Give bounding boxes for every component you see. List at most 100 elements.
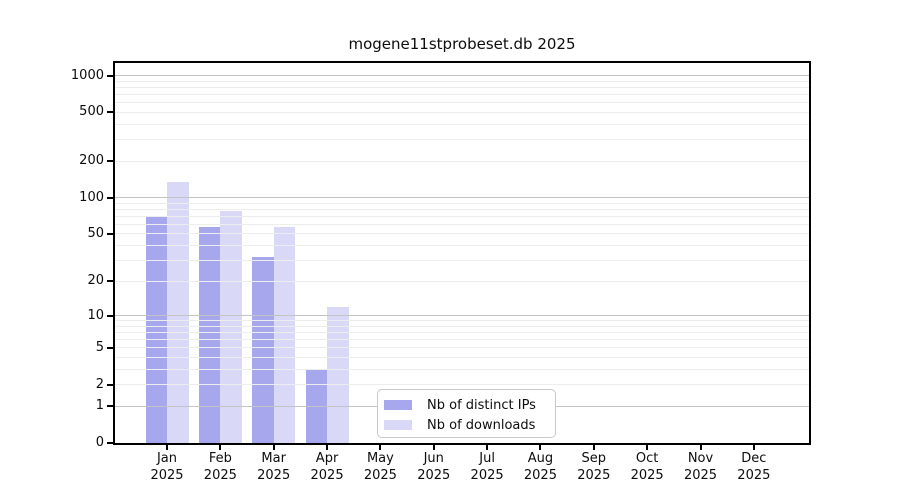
y-tick-label: 1 <box>95 398 104 414</box>
y-tick-mark <box>107 111 113 114</box>
x-tick-mark <box>326 445 329 450</box>
y-tick-mark <box>107 405 113 408</box>
minor-gridline <box>115 160 809 162</box>
legend-label: Nb of distinct IPs <box>427 397 536 413</box>
minor-gridline <box>115 325 809 327</box>
minor-gridline <box>115 102 809 104</box>
x-tick-month: Jun <box>423 451 444 466</box>
minor-gridline <box>115 208 809 210</box>
y-tick-label: 10 <box>87 307 104 323</box>
major-gridline <box>115 315 809 317</box>
y-tick-mark <box>107 196 113 199</box>
chart-title: mogene11stprobeset.db 2025 <box>348 35 576 53</box>
x-tick-month: Sep <box>581 451 607 466</box>
y-tick-label: 100 <box>79 189 104 205</box>
minor-gridline <box>115 233 809 235</box>
x-tick-label-may: May 2025 <box>348 451 412 484</box>
minor-gridline <box>115 245 809 247</box>
x-tick-mark <box>379 445 382 450</box>
x-tick-month: Jan <box>156 451 178 466</box>
x-tick-mark <box>592 445 595 450</box>
minor-gridline <box>115 280 809 282</box>
x-tick-mark <box>539 445 542 450</box>
y-tick-label: 2 <box>95 376 104 392</box>
x-tick-mark <box>486 445 489 450</box>
y-tick-mark <box>107 383 113 386</box>
x-tick-year: 2025 <box>683 467 718 483</box>
x-tick-mark <box>699 445 702 450</box>
x-tick-month: Apr <box>315 451 339 466</box>
bar-downloads-apr <box>327 306 349 443</box>
legend-swatch <box>384 400 412 410</box>
y-tick-mark <box>107 232 113 235</box>
minor-gridline <box>115 94 809 96</box>
x-tick-year: 2025 <box>470 467 504 483</box>
minor-gridline <box>115 80 809 82</box>
minor-gridline <box>115 202 809 204</box>
x-tick-mark <box>432 445 435 450</box>
minor-gridline <box>115 139 809 141</box>
minor-gridline <box>115 339 809 341</box>
minor-gridline <box>115 123 809 125</box>
minor-gridline <box>115 356 809 358</box>
x-tick-year: 2025 <box>737 467 771 483</box>
x-tick-mark <box>646 445 649 450</box>
y-tick-label: 5 <box>95 339 104 355</box>
x-tick-year: 2025 <box>310 467 344 483</box>
x-tick-label-jan: Jan 2025 <box>135 451 199 484</box>
minor-gridline <box>115 87 809 89</box>
x-tick-mark <box>272 445 275 450</box>
x-tick-label-sep: Sep 2025 <box>562 451 626 484</box>
x-tick-year: 2025 <box>150 467 184 483</box>
bar-downloads-feb <box>220 211 242 443</box>
x-tick-label-feb: Feb 2025 <box>188 451 252 484</box>
x-tick-label-oct: Oct 2025 <box>615 451 679 484</box>
minor-gridline <box>115 111 809 113</box>
y-tick-label: 50 <box>87 225 104 241</box>
x-tick-year: 2025 <box>630 467 664 483</box>
minor-gridline <box>115 259 809 261</box>
y-tick-mark <box>107 314 113 317</box>
legend-label: Nb of downloads <box>427 417 536 433</box>
x-tick-month: Nov <box>687 451 714 466</box>
x-tick-label-dec: Dec 2025 <box>722 451 786 484</box>
legend-item-downloads: Nb of downloads <box>384 415 555 435</box>
x-tick-month: Dec <box>741 451 767 466</box>
x-tick-year: 2025 <box>363 467 397 483</box>
x-tick-label-aug: Aug 2025 <box>508 451 572 484</box>
y-tick-mark <box>107 280 113 283</box>
y-tick-mark <box>107 346 113 349</box>
x-tick-label-nov: Nov 2025 <box>669 451 733 484</box>
legend: Nb of distinct IPs Nb of downloads <box>377 389 556 438</box>
y-tick-mark <box>107 160 113 163</box>
bar-distinct-ips-mar <box>252 257 274 443</box>
x-tick-label-apr: Apr 2025 <box>295 451 359 484</box>
legend-swatch <box>384 420 412 430</box>
x-tick-mark <box>219 445 222 450</box>
y-tick-mark <box>107 74 113 77</box>
x-tick-month: Feb <box>208 451 232 466</box>
minor-gridline <box>115 331 809 333</box>
major-gridline <box>115 197 809 199</box>
x-tick-month: May <box>366 451 394 466</box>
y-tick-label: 1000 <box>70 67 104 83</box>
minor-gridline <box>115 347 809 349</box>
plot-area <box>113 61 811 445</box>
y-tick-label: 500 <box>79 104 104 120</box>
x-tick-month: Mar <box>261 451 286 466</box>
x-tick-year: 2025 <box>257 467 291 483</box>
x-tick-month: Oct <box>635 451 659 466</box>
minor-gridline <box>115 215 809 217</box>
x-tick-month: Jul <box>479 451 495 466</box>
minor-gridline <box>115 320 809 322</box>
x-tick-year: 2025 <box>203 467 237 483</box>
bar-downloads-jan <box>167 181 189 443</box>
x-tick-year: 2025 <box>417 467 451 483</box>
x-tick-year: 2025 <box>577 467 611 483</box>
x-tick-label-jul: Jul 2025 <box>455 451 519 484</box>
x-tick-label-jun: Jun 2025 <box>402 451 466 484</box>
x-tick-mark <box>752 445 755 450</box>
x-tick-mark <box>166 445 168 450</box>
minor-gridline <box>115 368 809 370</box>
